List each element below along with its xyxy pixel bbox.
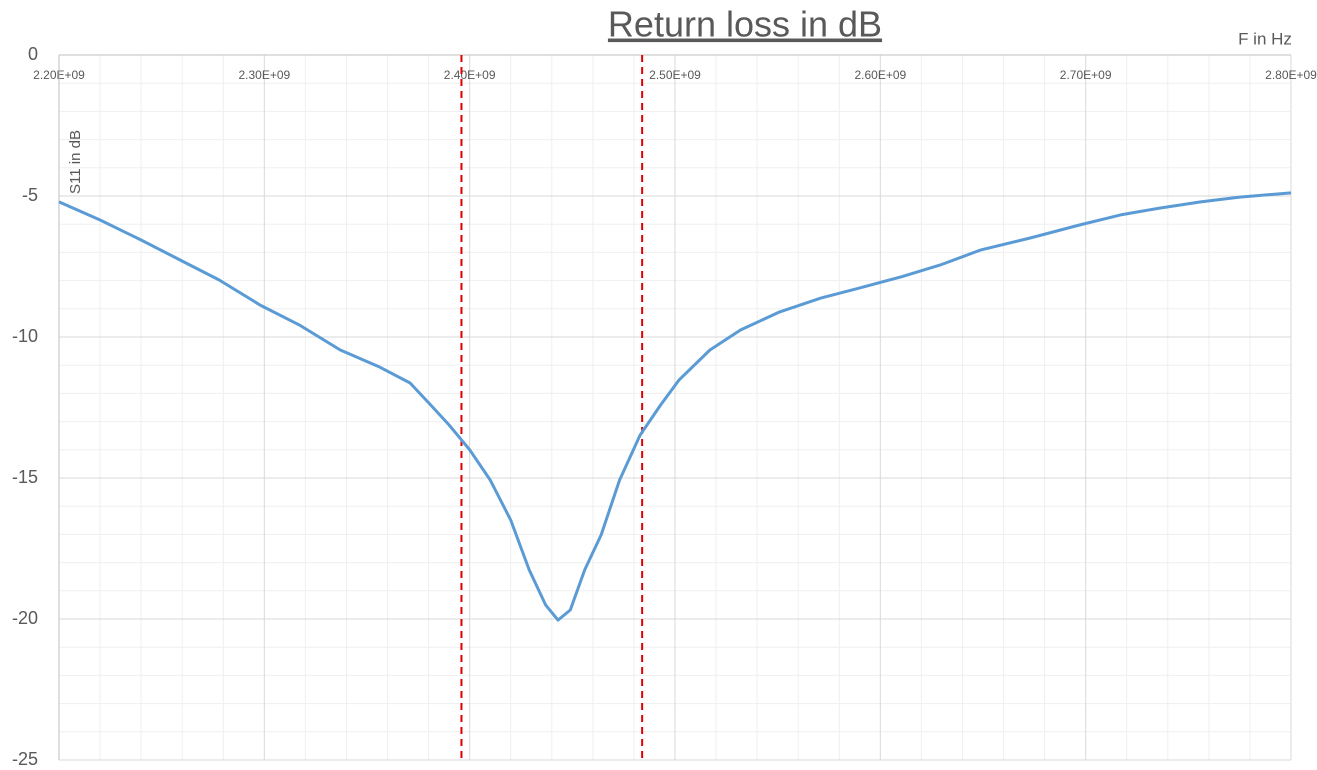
y-tick-label: -15	[12, 467, 38, 487]
x-tick-label: 2.30E+09	[238, 68, 290, 82]
x-axis-label: F in Hz	[1238, 29, 1292, 48]
y-tick-label: 0	[28, 44, 38, 64]
chart-title: Return loss in dB	[608, 4, 882, 45]
y-tick-label: -20	[12, 608, 38, 628]
y-axis-label: S11 in dB	[67, 130, 84, 194]
x-tick-label: 2.50E+09	[649, 68, 701, 82]
series-line	[58, 191, 1292, 622]
x-tick-label: 2.70E+09	[1060, 68, 1112, 82]
y-tick-label: -25	[12, 749, 38, 769]
y-tick-label: -10	[12, 326, 38, 346]
x-tick-label: 2.60E+09	[854, 68, 906, 82]
y-tick-label: -5	[22, 185, 38, 205]
x-tick-label: 2.80E+09	[1265, 68, 1317, 82]
x-tick-label: 2.40E+09	[444, 68, 496, 82]
